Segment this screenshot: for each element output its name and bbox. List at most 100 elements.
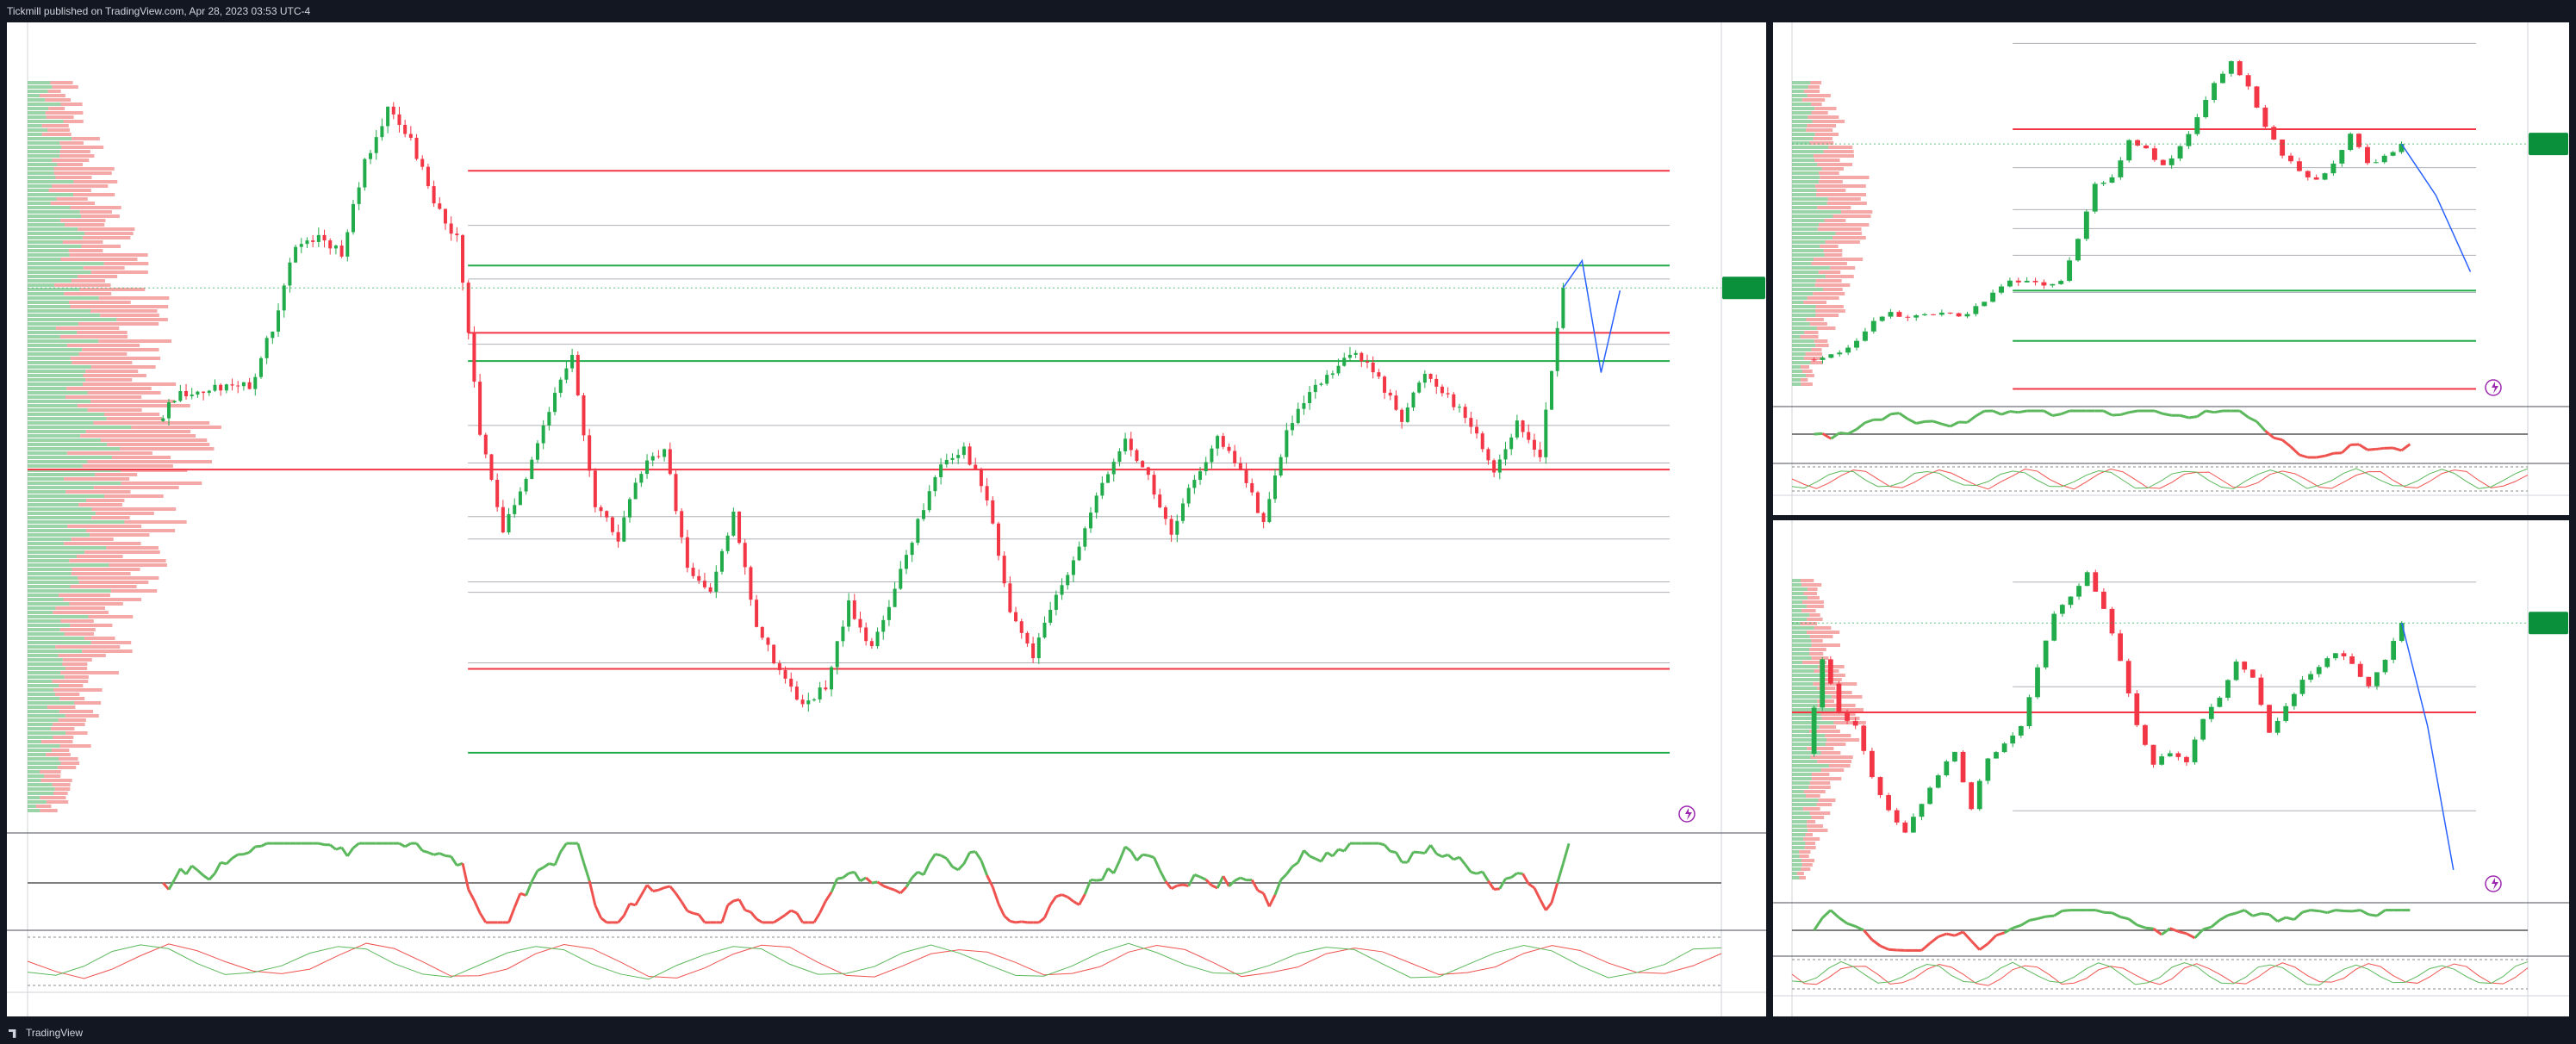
volume-bar-up [1792,197,1828,201]
osc-segment [720,904,730,923]
osc-segment [974,850,983,861]
candle-body [1117,451,1122,463]
volume-bar-up [28,615,89,618]
candle-body [2018,726,2024,736]
volume-bar-up [1792,691,1821,694]
volume-profile [1792,579,1866,879]
volume-bar-up [28,727,52,730]
candle-body [1054,594,1058,610]
volume-bar-down [60,258,138,261]
chart-daily[interactable] [1773,520,2569,1016]
volume-bar-down [55,326,120,330]
volume-bar-down [67,525,142,528]
candle-body [236,385,240,387]
volume-bar-down [1806,794,1820,798]
osc-segment [1870,938,1882,948]
volume-bar-down [1800,365,1810,369]
candle-body [443,208,447,224]
chart-panel-daily[interactable] [1773,520,2569,1016]
osc-segment [1055,893,1063,898]
volume-bar-up [28,473,96,476]
volume-bar-up [1792,370,1802,373]
chart-panel-weekly[interactable] [1773,22,2569,515]
candle-body [2333,653,2338,659]
volume-bar-down [1815,193,1867,196]
volume-bar-up [1792,288,1823,291]
volume-bar-down [1835,708,1864,712]
osc-segment [1447,854,1455,861]
candle-body [800,699,805,705]
volume-bar-down [47,128,70,132]
volume-bar-up [1792,587,1808,591]
volume-bar-down [79,288,146,291]
lightning-circle [2485,379,2502,396]
chart-panel-4h[interactable] [7,22,1766,1016]
volume-bar-down [64,675,89,679]
lightning-bolt [2492,382,2498,394]
volume-bar-up [28,115,47,119]
volume-bar-down [1821,717,1860,720]
osc-segment [1533,887,1541,900]
candle-body [2109,608,2115,634]
candle-body [2390,152,2396,156]
volume-bar-down [1802,661,1827,664]
volume-bar-down [106,417,163,420]
volume-bar-up [28,585,71,588]
candle-body [2242,662,2248,670]
volume-bar-up [1792,90,1804,93]
osc-segment [2186,932,2196,940]
volume-bar-down [1817,163,1853,166]
volume-bar-down [121,482,202,485]
volume-bar-up [1792,626,1814,630]
volume-bar-down [70,206,121,209]
volume-bar-up [28,326,56,330]
volume-bar-up [1792,296,1808,300]
osc-segment [1879,944,1889,951]
candle-body [916,519,920,544]
osc-segment [2252,912,2262,917]
footer-brand: TradingView [26,1027,84,1039]
volume-bar-down [1814,669,1839,673]
volume-bar-down [65,714,99,718]
osc-segment [2205,409,2215,414]
chart-weekly[interactable] [1773,22,2569,515]
volume-bar-up [1792,111,1812,115]
volume-bar-down [103,494,164,498]
osc-segment [1199,875,1207,881]
volume-bar-up [28,555,77,558]
osc-segment [2188,415,2198,419]
volume-bar-up [1792,876,1800,879]
candle-body [230,384,234,386]
osc-segment [812,911,821,923]
osc-segment [398,842,406,848]
candle-body [2316,667,2322,674]
candle-body [333,245,338,249]
osc-segment [1048,895,1058,906]
volume-bar-down [69,559,166,562]
osc-segment [1821,909,1832,919]
volume-bar-up [1792,717,1822,720]
volume-bar-down [1820,751,1841,755]
volume-bar-down [1809,322,1827,326]
osc-segment [1250,879,1260,892]
candle-body [1158,494,1162,508]
osc-segment [784,909,793,917]
osc-segment [2180,413,2189,419]
candle-body [247,382,252,389]
candle-body [1555,327,1559,371]
osc-segment [2273,436,2283,442]
volume-bar-down [60,219,106,222]
candle-body [271,332,275,339]
candle-body [518,491,522,506]
candle-body [1999,286,2004,293]
chart-4h[interactable] [7,22,1766,1016]
volume-bar-up [28,624,71,627]
volume-bar-up [1792,124,1808,127]
candle-body [1480,433,1484,450]
osc-segment [2112,413,2121,417]
candle-body [2291,693,2297,706]
osc-segment [848,870,856,875]
osc-segment [991,886,1000,904]
volume-bar-down [1823,249,1843,252]
volume-bar-up [1792,236,1832,239]
